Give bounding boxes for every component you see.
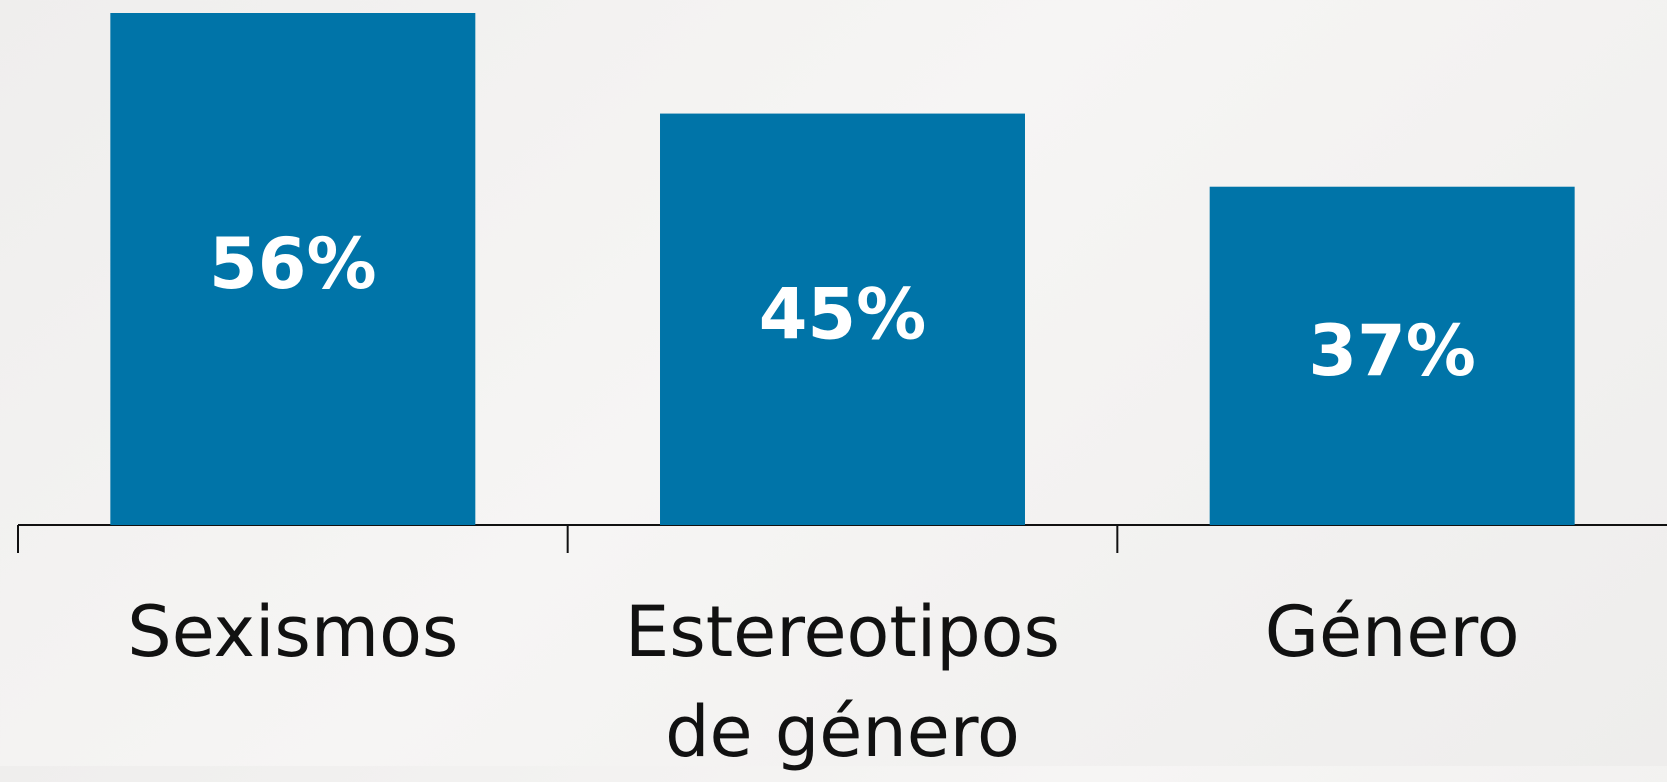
bar bbox=[660, 113, 1025, 526]
value-label: 37% bbox=[1308, 310, 1476, 392]
chart: 56% 45% 37% bbox=[17, 13, 1667, 553]
x-tick-label: Estereotipos de género bbox=[625, 591, 1060, 773]
x-tick-label: Género bbox=[1264, 591, 1520, 673]
x-tick-label: Sexismos bbox=[127, 591, 459, 673]
bar bbox=[110, 13, 476, 525]
value-label: 45% bbox=[759, 273, 927, 355]
bar bbox=[1209, 186, 1575, 525]
value-label: 56% bbox=[209, 223, 377, 305]
